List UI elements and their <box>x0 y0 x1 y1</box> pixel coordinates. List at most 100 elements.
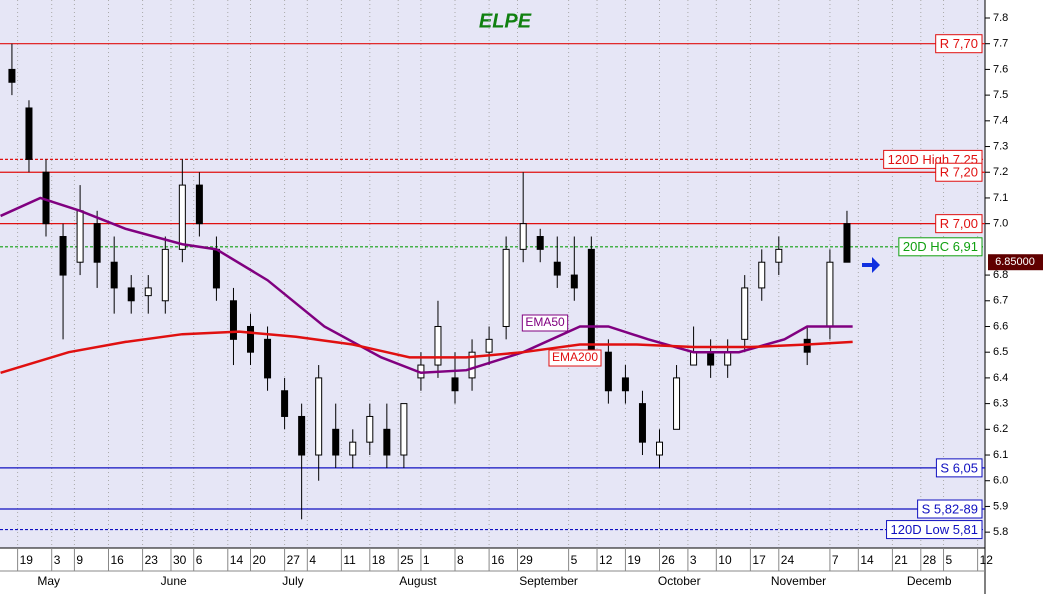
x-tick-label: 12 <box>599 553 613 567</box>
y-tick-label: 7.2 <box>993 166 1008 178</box>
y-tick-label: 6.3 <box>993 398 1008 410</box>
x-tick-label: 14 <box>230 553 244 567</box>
candle-body <box>76 210 84 263</box>
x-tick-label: 1 <box>423 553 430 567</box>
candle-body <box>127 287 135 302</box>
chart-title: ELPE <box>479 10 532 32</box>
ma-label-box <box>548 349 602 367</box>
level-box <box>917 499 983 519</box>
candle-body <box>264 338 272 379</box>
candle-body <box>724 351 732 366</box>
y-tick-label: 7.4 <box>993 115 1008 127</box>
x-tick-label: 16 <box>491 553 505 567</box>
candle-body <box>383 428 391 456</box>
x-tick-label: 3 <box>690 553 697 567</box>
level-label: S 5,82-89 <box>922 501 978 516</box>
candle-body <box>451 377 459 392</box>
candle-body <box>519 223 527 250</box>
candle-body <box>826 261 834 327</box>
candle-body <box>468 351 476 379</box>
x-tick-label: 5 <box>946 553 953 567</box>
x-tick-label: 23 <box>145 553 159 567</box>
x-tick-label: 3 <box>54 553 61 567</box>
level-label: 120D Low 5,81 <box>891 522 978 537</box>
level-box <box>935 162 983 182</box>
level-label: R 7,20 <box>940 165 978 180</box>
candle-body <box>741 287 749 340</box>
candle-body <box>366 415 374 443</box>
level-box <box>935 214 983 234</box>
x-tick-label: 5 <box>571 553 578 567</box>
x-tick-label: 26 <box>662 553 676 567</box>
candle-body <box>281 390 289 417</box>
x-tick-label: 9 <box>76 553 83 567</box>
ma-line <box>0 196 853 375</box>
level-label: S 6,05 <box>940 460 978 475</box>
candle-body <box>434 325 442 366</box>
level-box <box>886 520 983 540</box>
candle-body <box>229 300 237 340</box>
candle-body <box>212 248 220 289</box>
x-tick-label: 8 <box>457 553 464 567</box>
level-box <box>935 458 983 478</box>
x-tick-label: 20 <box>253 553 267 567</box>
candle-body <box>707 351 715 366</box>
y-tick-label: 7.8 <box>993 12 1008 24</box>
candle-body <box>144 287 152 297</box>
x-tick-label: 14 <box>860 553 874 567</box>
candle-body <box>332 428 340 456</box>
candle-body <box>758 261 766 289</box>
candle-body <box>673 377 681 430</box>
x-tick-label: 29 <box>519 553 533 567</box>
x-tick-label: 30 <box>173 553 187 567</box>
month-label: May <box>37 574 60 588</box>
y-tick-label: 6.5 <box>993 346 1008 358</box>
ma-line <box>0 330 853 374</box>
y-tick-label: 6.8 <box>993 269 1008 281</box>
candle-body <box>178 184 186 250</box>
month-label: July <box>282 574 303 588</box>
y-tick-label: 7.7 <box>993 38 1008 50</box>
month-label: September <box>519 574 578 588</box>
candle-body <box>195 184 203 225</box>
x-tick-label: 21 <box>894 553 908 567</box>
x-tick-label: 6 <box>196 553 203 567</box>
candle-body <box>536 236 544 250</box>
candle-body <box>400 403 408 456</box>
level-label: R 7,00 <box>940 216 978 231</box>
month-label: June <box>161 574 187 588</box>
axis-background <box>985 0 1047 594</box>
candle-body <box>638 403 646 443</box>
level-label: 20D HC 6,91 <box>903 239 978 254</box>
y-tick-label: 6.7 <box>993 295 1008 307</box>
last-price-box <box>988 254 1043 271</box>
candle-body <box>604 351 612 392</box>
candle-body <box>621 377 629 392</box>
y-tick-label: 7.1 <box>993 192 1008 204</box>
x-tick-label: 28 <box>923 553 937 567</box>
ma-label: EMA50 <box>525 315 565 329</box>
candle-body <box>587 248 595 353</box>
candle-body <box>25 107 33 160</box>
x-tick-label: 19 <box>20 553 34 567</box>
x-tick-label: 17 <box>752 553 766 567</box>
x-tick-label: 18 <box>372 553 386 567</box>
ma-label: EMA200 <box>552 350 598 364</box>
x-tick-label: 25 <box>400 553 414 567</box>
candle-body <box>247 325 255 353</box>
candle-body <box>553 261 561 276</box>
plot-background <box>0 0 985 548</box>
level-box <box>898 237 983 257</box>
month-label: Decemb <box>907 574 952 588</box>
candle-body <box>93 223 101 263</box>
month-label: August <box>399 574 437 588</box>
candle-body <box>690 351 698 366</box>
level-label: R 7,70 <box>940 36 978 51</box>
candle-body <box>161 248 169 302</box>
candle-body <box>570 274 578 289</box>
y-tick-label: 7.6 <box>993 63 1008 75</box>
y-tick-label: 7.3 <box>993 140 1008 152</box>
y-tick-label: 6.1 <box>993 449 1008 461</box>
x-tick-label: 4 <box>309 553 316 567</box>
